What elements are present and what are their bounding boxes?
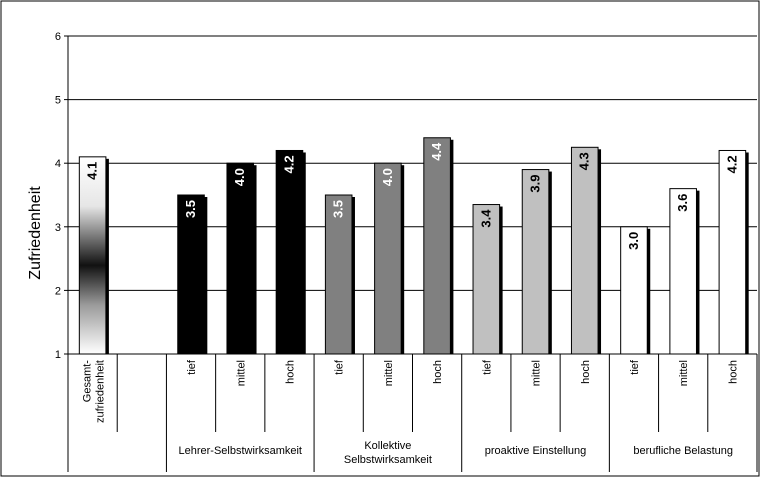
data-label: 3.0 bbox=[626, 232, 641, 250]
category-label-line: hoch bbox=[284, 360, 296, 384]
category-label: tief bbox=[629, 359, 641, 375]
data-label: 4.2 bbox=[724, 155, 739, 173]
data-label: 4.2 bbox=[281, 155, 296, 173]
category-label-line: mittel bbox=[678, 360, 690, 386]
category-label-line: tief bbox=[629, 359, 641, 375]
y-tick-label: 4 bbox=[55, 158, 61, 170]
category-label: mittel bbox=[678, 360, 690, 386]
category-label-line: tief bbox=[481, 359, 493, 375]
category-label-line: zufriedenheit bbox=[95, 360, 107, 423]
data-label: 4.1 bbox=[85, 162, 100, 180]
category-label: tief bbox=[186, 359, 198, 375]
category-label: hoch bbox=[580, 360, 592, 384]
group-label: proaktive Einstellung bbox=[485, 445, 587, 457]
data-label: 4.3 bbox=[577, 152, 592, 170]
category-label: mittel bbox=[531, 360, 543, 386]
data-label: 3.5 bbox=[331, 200, 346, 218]
category-label-line: hoch bbox=[432, 360, 444, 384]
category-label: mittel bbox=[235, 360, 247, 386]
bar bbox=[226, 162, 255, 355]
category-label: tief bbox=[334, 359, 346, 375]
category-label-line: hoch bbox=[580, 360, 592, 384]
bar bbox=[177, 194, 205, 355]
y-tick-label: 1 bbox=[55, 349, 61, 361]
group-label: Lehrer-Selbstwirksamkeit bbox=[179, 445, 302, 457]
category-label-line: mittel bbox=[235, 360, 247, 386]
category-label-line: Gesamt- bbox=[82, 360, 94, 403]
bar bbox=[570, 146, 599, 355]
bars: 4.1 3.5 4.0 4.2 3.5 4.0 4.4 3.4 3.9 4.3 3.0 3.6 4.2 bbox=[78, 137, 749, 355]
category-label-line: mittel bbox=[531, 360, 543, 386]
category-axis: Gesamt-zufriedenheit tief mittel hoch tief mi… bbox=[67, 354, 758, 472]
y-axis-label: Zufriedenheit bbox=[27, 186, 44, 280]
bar bbox=[521, 169, 550, 355]
bar bbox=[275, 149, 304, 355]
bar bbox=[472, 204, 501, 355]
category-label-line: tief bbox=[186, 359, 198, 375]
bar bbox=[423, 137, 451, 355]
y-tick-label: 2 bbox=[55, 285, 61, 297]
data-label: 3.4 bbox=[478, 209, 493, 228]
bar bbox=[324, 194, 353, 355]
data-label: 4.0 bbox=[380, 168, 395, 186]
category-label-line: hoch bbox=[727, 360, 739, 384]
y-tick-label: 3 bbox=[55, 222, 61, 234]
group-label: berufliche Belastung bbox=[633, 445, 733, 457]
y-tick-label: 5 bbox=[55, 95, 61, 107]
group-label: Kollektive bbox=[364, 440, 411, 452]
data-label: 3.5 bbox=[183, 200, 198, 218]
y-tick-label: 6 bbox=[55, 31, 61, 43]
category-label: mittel bbox=[383, 360, 395, 386]
data-label: 4.4 bbox=[429, 142, 444, 161]
category-label: hoch bbox=[432, 360, 444, 384]
bar bbox=[669, 188, 697, 355]
group-label: Selbstwirksamkeit bbox=[344, 454, 432, 466]
bar bbox=[374, 162, 402, 355]
category-label: hoch bbox=[727, 360, 739, 384]
category-label: hoch bbox=[284, 360, 296, 384]
category-label: tief bbox=[481, 359, 493, 375]
data-label: 3.9 bbox=[528, 175, 543, 193]
category-label-line: tief bbox=[334, 359, 346, 375]
bar bbox=[78, 156, 107, 355]
data-label: 4.0 bbox=[232, 168, 247, 186]
bar bbox=[718, 149, 747, 355]
category-label-line: mittel bbox=[383, 360, 395, 386]
category-label: Gesamt-zufriedenheit bbox=[82, 360, 107, 423]
data-label: 3.6 bbox=[675, 194, 690, 212]
bar bbox=[620, 226, 648, 355]
